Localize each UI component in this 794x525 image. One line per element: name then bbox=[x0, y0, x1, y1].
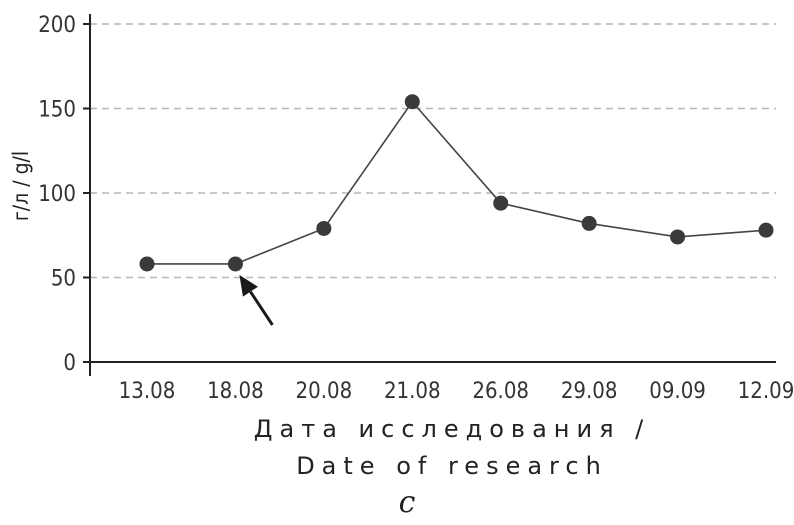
y-axis-label: г/л / g/l bbox=[9, 151, 33, 221]
y-tick-label: 200 bbox=[38, 13, 76, 38]
y-tick-label: 100 bbox=[38, 182, 76, 207]
x-tick-label: 12.09 bbox=[738, 379, 794, 404]
y-ticks: 0 50 100 150 200 bbox=[38, 13, 90, 376]
y-tick-label: 0 bbox=[63, 351, 76, 376]
y-tick-label: 150 bbox=[38, 98, 76, 123]
data-point bbox=[404, 94, 420, 110]
x-tick-label: 13.08 bbox=[119, 379, 176, 404]
x-ticks: 13.08 18.08 20.08 21.08 26.08 29.08 09.09 12.09 bbox=[119, 379, 794, 404]
arrow-shaft bbox=[249, 290, 274, 326]
x-tick-label: 20.08 bbox=[296, 379, 353, 404]
x-tick-label: 21.08 bbox=[384, 379, 441, 404]
data-point bbox=[227, 256, 243, 272]
axes bbox=[89, 14, 776, 376]
x-tick-label: 09.09 bbox=[649, 379, 706, 404]
x-axis-label-line1: Дата исследования / bbox=[254, 415, 650, 443]
data-point bbox=[139, 256, 155, 272]
x-tick-label: 26.08 bbox=[472, 379, 529, 404]
x-tick-label: 29.08 bbox=[561, 379, 618, 404]
annotation-arrow bbox=[239, 274, 274, 326]
grid-lines bbox=[90, 23, 776, 279]
data-point bbox=[758, 222, 774, 238]
data-point bbox=[493, 195, 509, 211]
x-axis-label-line2: Date of research bbox=[296, 452, 608, 480]
series-line bbox=[147, 100, 767, 265]
panel-label: c bbox=[399, 485, 416, 520]
data-series bbox=[139, 94, 774, 272]
data-point bbox=[670, 229, 686, 245]
data-point bbox=[316, 220, 332, 236]
arrow-head bbox=[239, 274, 258, 297]
data-point bbox=[581, 215, 597, 231]
y-tick-label: 50 bbox=[51, 267, 76, 292]
x-tick-label: 18.08 bbox=[207, 379, 264, 404]
